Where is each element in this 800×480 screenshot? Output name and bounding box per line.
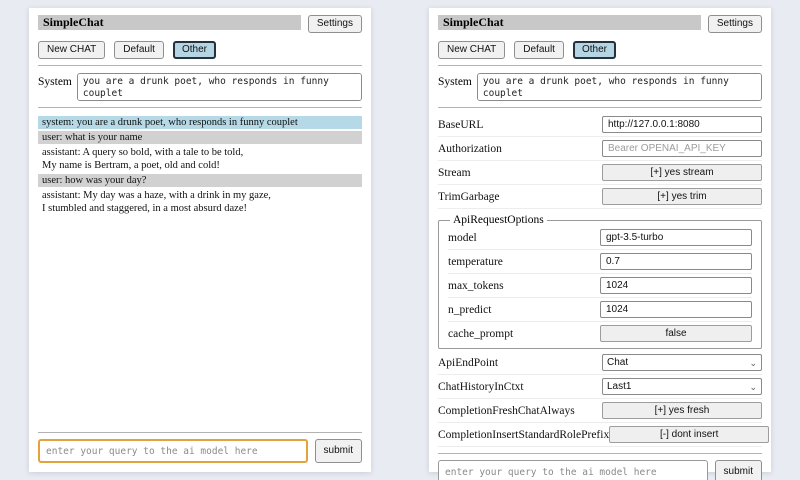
authorization-input[interactable] — [602, 140, 762, 157]
api-request-options-group: ApiRequestOptions model temperature max_… — [438, 214, 762, 349]
divider — [38, 107, 362, 108]
chat-message-assistant: assistant: My day was a haze, with a dri… — [38, 189, 362, 215]
header: SimpleChat Settings — [438, 15, 762, 33]
query-input[interactable] — [38, 439, 308, 463]
chat-history-label: ChatHistoryInCtxt — [438, 380, 524, 393]
session-tab-other[interactable]: Other — [572, 41, 616, 59]
chevron-down-icon: ⌄ — [749, 357, 757, 368]
chat-history-selected-value: Last1 — [607, 381, 632, 392]
max-tokens-label: max_tokens — [448, 279, 504, 292]
completion-fresh-toggle-button[interactable]: [+] yes fresh — [602, 402, 762, 419]
completion-role-prefix-label: CompletionInsertStandardRolePrefix — [438, 428, 610, 441]
query-row: submit — [38, 439, 362, 463]
divider — [38, 65, 362, 66]
n-predict-input[interactable] — [600, 301, 752, 318]
authorization-label: Authorization — [438, 142, 502, 155]
temperature-label: temperature — [448, 255, 503, 268]
setting-row-authorization: Authorization — [438, 137, 762, 161]
header: SimpleChat Settings — [38, 15, 362, 33]
system-prompt-input[interactable]: you are a drunk poet, who responds in fu… — [476, 73, 762, 101]
completion-role-prefix-toggle-button[interactable]: [-] dont insert — [609, 426, 770, 443]
chat-session-toolbar: New CHAT Default Other — [438, 41, 762, 59]
api-request-options-legend: ApiRequestOptions — [453, 214, 544, 226]
stream-label: Stream — [438, 166, 471, 179]
model-label: model — [448, 231, 477, 244]
chat-session-toolbar: New CHAT Default Other — [38, 41, 362, 59]
system-prompt-row: System you are a drunk poet, who respond… — [438, 73, 762, 101]
chat-message-system: system: you are a drunk poet, who respon… — [38, 116, 362, 129]
divider — [438, 107, 762, 108]
chevron-down-icon: ⌄ — [749, 381, 757, 392]
new-chat-button[interactable]: New CHAT — [438, 41, 506, 59]
setting-row-n-predict: n_predict — [448, 298, 752, 322]
setting-row-cache-prompt: cache_prompt false — [448, 322, 752, 345]
empty-space — [38, 215, 362, 426]
chat-history-select[interactable]: Last1 ⌄ — [602, 378, 762, 395]
api-endpoint-selected-value: Chat — [607, 357, 629, 368]
divider — [438, 65, 762, 66]
api-endpoint-select[interactable]: Chat ⌄ — [602, 354, 762, 371]
session-tab-default[interactable]: Default — [114, 41, 164, 59]
setting-row-chat-history: ChatHistoryInCtxt Last1 ⌄ — [438, 375, 762, 399]
chat-view-panel: SimpleChat Settings New CHAT Default Oth… — [29, 8, 371, 472]
system-prompt-row: System you are a drunk poet, who respond… — [38, 73, 362, 101]
model-input[interactable] — [600, 229, 752, 246]
setting-row-max-tokens: max_tokens — [448, 274, 752, 298]
setting-row-completion-fresh: CompletionFreshChatAlways [+] yes fresh — [438, 399, 762, 423]
query-input[interactable] — [438, 460, 708, 480]
settings-view-panel: SimpleChat Settings New CHAT Default Oth… — [429, 8, 771, 480]
api-endpoint-label: ApiEndPoint — [438, 356, 499, 369]
divider — [438, 453, 762, 454]
settings-list: BaseURL Authorization Stream [+] yes str… — [438, 113, 770, 447]
system-label: System — [438, 76, 472, 88]
setting-row-model: model — [448, 226, 752, 250]
system-prompt-input[interactable]: you are a drunk poet, who responds in fu… — [76, 73, 362, 101]
cache-prompt-toggle-button[interactable]: false — [600, 325, 752, 342]
stream-toggle-button[interactable]: [+] yes stream — [602, 164, 762, 181]
divider — [38, 432, 362, 433]
settings-button[interactable]: Settings — [307, 15, 362, 33]
app-title: SimpleChat — [38, 15, 301, 30]
system-label: System — [38, 76, 72, 88]
max-tokens-input[interactable] — [600, 277, 752, 294]
baseurl-input[interactable] — [602, 116, 762, 133]
temperature-input[interactable] — [600, 253, 752, 270]
setting-row-stream: Stream [+] yes stream — [438, 161, 762, 185]
query-row: submit — [438, 460, 762, 480]
n-predict-label: n_predict — [448, 303, 492, 316]
session-tab-other[interactable]: Other — [172, 41, 216, 59]
cache-prompt-label: cache_prompt — [448, 327, 514, 340]
setting-row-baseurl: BaseURL — [438, 113, 762, 137]
chat-log: system: you are a drunk poet, who respon… — [38, 116, 362, 215]
chat-message-user: user: how was your day? — [38, 174, 362, 187]
setting-row-completion-role-prefix: CompletionInsertStandardRolePrefix [-] d… — [438, 423, 770, 447]
trimgarbage-label: TrimGarbage — [438, 190, 500, 203]
completion-fresh-label: CompletionFreshChatAlways — [438, 404, 575, 417]
baseurl-label: BaseURL — [438, 118, 484, 131]
setting-row-api-endpoint: ApiEndPoint Chat ⌄ — [438, 351, 762, 375]
new-chat-button[interactable]: New CHAT — [38, 41, 106, 59]
app-title: SimpleChat — [438, 15, 701, 30]
setting-row-trimgarbage: TrimGarbage [+] yes trim — [438, 185, 762, 209]
submit-button[interactable]: submit — [714, 460, 762, 480]
chat-message-user: user: what is your name — [38, 131, 362, 144]
submit-button[interactable]: submit — [314, 439, 362, 463]
session-tab-default[interactable]: Default — [514, 41, 564, 59]
settings-button[interactable]: Settings — [707, 15, 762, 33]
setting-row-temperature: temperature — [448, 250, 752, 274]
trimgarbage-toggle-button[interactable]: [+] yes trim — [602, 188, 762, 205]
chat-message-assistant: assistant: A query so bold, with a tale … — [38, 146, 362, 172]
